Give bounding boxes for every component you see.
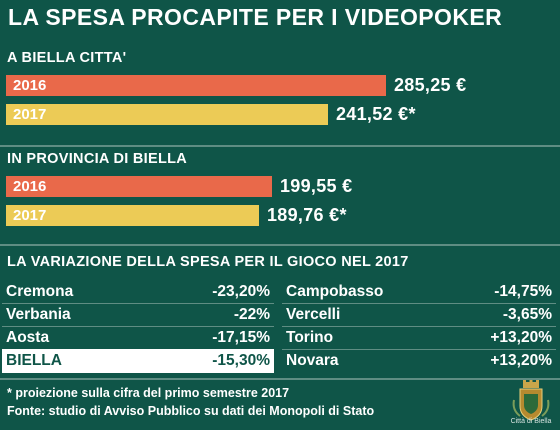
variation-value: +13,20% [490,352,552,369]
variation-value: -17,15% [212,329,270,346]
footnote-projection: * proiezione sulla cifra del primo semes… [7,386,290,400]
table-row: Novara +13,20% [282,349,556,373]
table-row: Aosta -17,15% [2,326,274,350]
bar-value-label: 199,55 € [280,176,353,196]
section-label-variation: LA VARIAZIONE DELLA SPESA PER IL GIOCO N… [7,254,409,270]
table-row: Cremona -23,20% [2,280,274,304]
bar-year-label: 2017 [13,207,47,224]
city-name: Cremona [6,283,74,300]
city-name: Verbania [6,306,71,323]
row-separator [282,349,556,350]
divider [0,145,560,147]
city-crest-logo [512,380,550,421]
city-name: Vercelli [286,306,341,323]
city-name: Campobasso [286,283,384,300]
section-label-city: A BIELLA CITTA' [7,50,127,66]
table-row: Campobasso -14,75% [282,280,556,304]
row-separator [282,326,556,327]
bar-year-label: 2016 [13,77,47,94]
row-separator [2,303,274,304]
footnote-source: Fonte: studio di Avviso Pubblico su dati… [7,404,375,418]
city-name: BIELLA [6,352,62,369]
variation-value: -3,65% [502,306,552,323]
city-name: Aosta [6,329,50,346]
row-separator [282,303,556,304]
divider [0,378,560,380]
bar-value-label: 189,76 €* [267,205,347,225]
table-row: Verbania -22% [2,303,274,327]
divider [0,244,560,246]
variation-value: +13,20% [490,329,552,346]
city-name: Torino [286,329,334,346]
variation-value: -23,20% [212,283,270,300]
table-row: Torino +13,20% [282,326,556,350]
bar-2017: 2017 [6,104,328,125]
city-name: Novara [286,352,339,369]
variation-value: -22% [233,306,270,323]
bar-value-label: 241,52 €* [336,104,416,124]
page-title: LA SPESA PROCAPITE PER I VIDEOPOKER [8,4,503,30]
variation-value: -14,75% [494,283,552,300]
table-row: Vercelli -3,65% [282,303,556,327]
row-separator [2,326,274,327]
table-row: BIELLA -15,30% [2,349,274,373]
bar-year-label: 2017 [13,106,47,123]
logo-caption: Città di Biella [510,418,552,425]
bar-year-label: 2016 [13,178,47,195]
bar-value-label: 285,25 € [394,75,467,95]
bar-2016: 2016 [6,75,386,96]
bar-2017: 2017 [6,205,259,226]
variation-value: -15,30% [212,352,270,369]
bar-2016: 2016 [6,176,272,197]
section-label-province: IN PROVINCIA DI BIELLA [7,151,188,167]
